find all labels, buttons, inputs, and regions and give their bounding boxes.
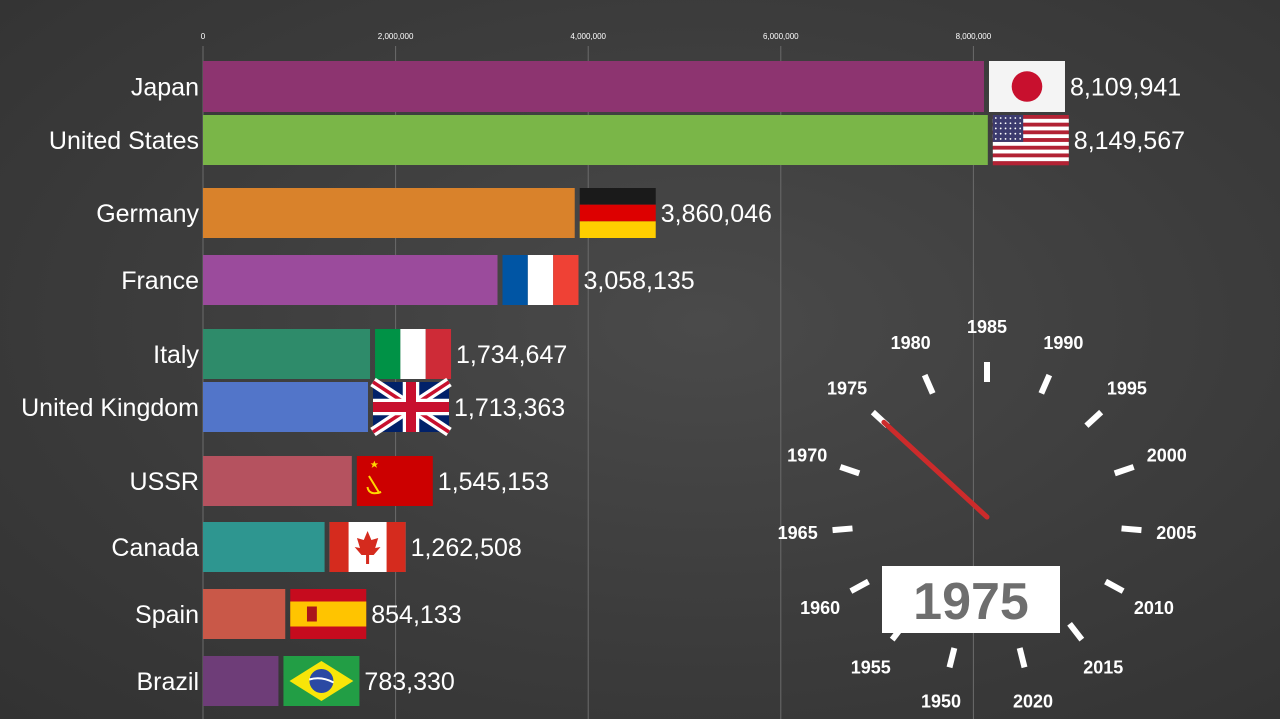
dial-year-label: 1960 — [800, 598, 840, 618]
dial-year-label: 1955 — [851, 657, 891, 677]
bar-row-brazil: Brazil 783,330 — [136, 656, 455, 706]
flag-brazil-icon — [283, 656, 360, 706]
dial-tick — [1084, 409, 1104, 428]
dial-year-label: 2020 — [1013, 691, 1053, 711]
dial-year-label: 1990 — [1043, 333, 1083, 353]
bar-row-ussr: USSR 1,545,153 — [130, 456, 549, 506]
current-year-label: 1975 — [913, 573, 1029, 631]
bar — [203, 522, 325, 572]
dial-year-label: 2015 — [1083, 657, 1123, 677]
dial-tick — [1038, 373, 1053, 395]
bar — [203, 456, 352, 506]
country-label: Brazil — [136, 668, 199, 696]
country-label: United States — [49, 127, 199, 155]
bar-row-germany: Germany 3,860,046 — [96, 188, 772, 238]
country-label: France — [121, 267, 199, 295]
dial-year-label: 1950 — [921, 691, 961, 711]
bar-row-italy: Italy 1,734,647 — [153, 329, 567, 379]
bar — [203, 382, 368, 432]
value-label: 8,109,941 — [1070, 74, 1181, 102]
x-tick-label: 2,000,000 — [378, 32, 414, 41]
value-label: 8,149,567 — [1074, 127, 1185, 155]
dial-tick — [1113, 464, 1135, 477]
country-label: Italy — [153, 341, 199, 369]
dial-tick — [1121, 525, 1142, 534]
year-dial: 1950 1955 1960 1965 1970 1975 1980 1985 1990 1995… — [778, 317, 1197, 711]
value-label: 854,133 — [371, 601, 461, 629]
dial-year-label: 1995 — [1107, 378, 1147, 398]
x-tick-label: 0 — [201, 32, 206, 41]
bar — [203, 115, 988, 165]
bar-row-united-kingdom: United Kingdom 1,713,363 — [21, 377, 565, 437]
value-label: 3,860,046 — [661, 200, 772, 228]
value-label: 1,545,153 — [438, 468, 549, 496]
flag-germany-icon — [579, 188, 656, 238]
country-label: Spain — [135, 601, 199, 629]
dial-tick — [849, 578, 870, 594]
dial-year-label: 1980 — [891, 333, 931, 353]
value-label: 1,713,363 — [454, 394, 565, 422]
value-label: 1,262,508 — [411, 534, 522, 562]
bar — [203, 329, 371, 379]
dial-year-label: 1965 — [778, 523, 818, 543]
flag-france-icon — [502, 255, 579, 305]
dial-year-label: 2000 — [1147, 446, 1187, 466]
dial-year-label: 2005 — [1156, 523, 1196, 543]
country-label: Canada — [111, 534, 199, 562]
dial-tick — [1016, 647, 1028, 669]
x-tick-label: 6,000,000 — [763, 32, 799, 41]
bar — [203, 589, 286, 639]
bar-row-japan: Japan 8,109,941 — [131, 61, 1181, 112]
flag-japan-icon — [988, 61, 1065, 112]
dial-tick — [839, 464, 861, 477]
country-label: USSR — [130, 468, 199, 496]
flag-united-kingdom-icon — [370, 377, 452, 437]
x-tick-label: 4,000,000 — [570, 32, 606, 41]
country-label: United Kingdom — [21, 394, 199, 422]
value-label: 1,734,647 — [456, 341, 567, 369]
bar — [203, 255, 498, 305]
dial-tick — [921, 373, 936, 395]
dial-needle — [881, 419, 990, 520]
bar-row-spain: Spain 854,133 — [135, 589, 462, 639]
country-label: Japan — [131, 74, 199, 102]
year-box: 1975 — [882, 566, 1060, 633]
dial-tick — [946, 647, 958, 669]
flag-canada-icon — [329, 522, 406, 572]
value-label: 783,330 — [364, 668, 454, 696]
bar — [203, 656, 279, 706]
flag-italy-icon — [375, 329, 452, 379]
bar — [203, 188, 575, 238]
flag-spain-icon — [290, 589, 367, 639]
dial-tick — [832, 525, 853, 534]
flag-ussr-icon — [356, 456, 433, 506]
bar-row-united-states: United States 8,149,567 — [49, 115, 1185, 166]
dial-year-label: 1970 — [787, 446, 827, 466]
dial-tick — [1067, 621, 1085, 642]
bar-row-canada: Canada 1,262,508 — [111, 522, 522, 572]
bar — [203, 61, 984, 112]
bars: Japan 8,109,941 United States 8,149,567 Germ… — [21, 61, 1185, 706]
dial-year-label: 2010 — [1134, 598, 1174, 618]
flag-united-states-icon — [992, 115, 1069, 166]
country-label: Germany — [96, 200, 199, 228]
dial-year-label: 1985 — [967, 317, 1007, 337]
x-tick-label: 8,000,000 — [956, 32, 992, 41]
bar-row-france: France 3,058,135 — [121, 255, 695, 305]
dial-tick — [1104, 578, 1125, 594]
dial-year-label: 1975 — [827, 378, 867, 398]
value-label: 3,058,135 — [583, 267, 694, 295]
